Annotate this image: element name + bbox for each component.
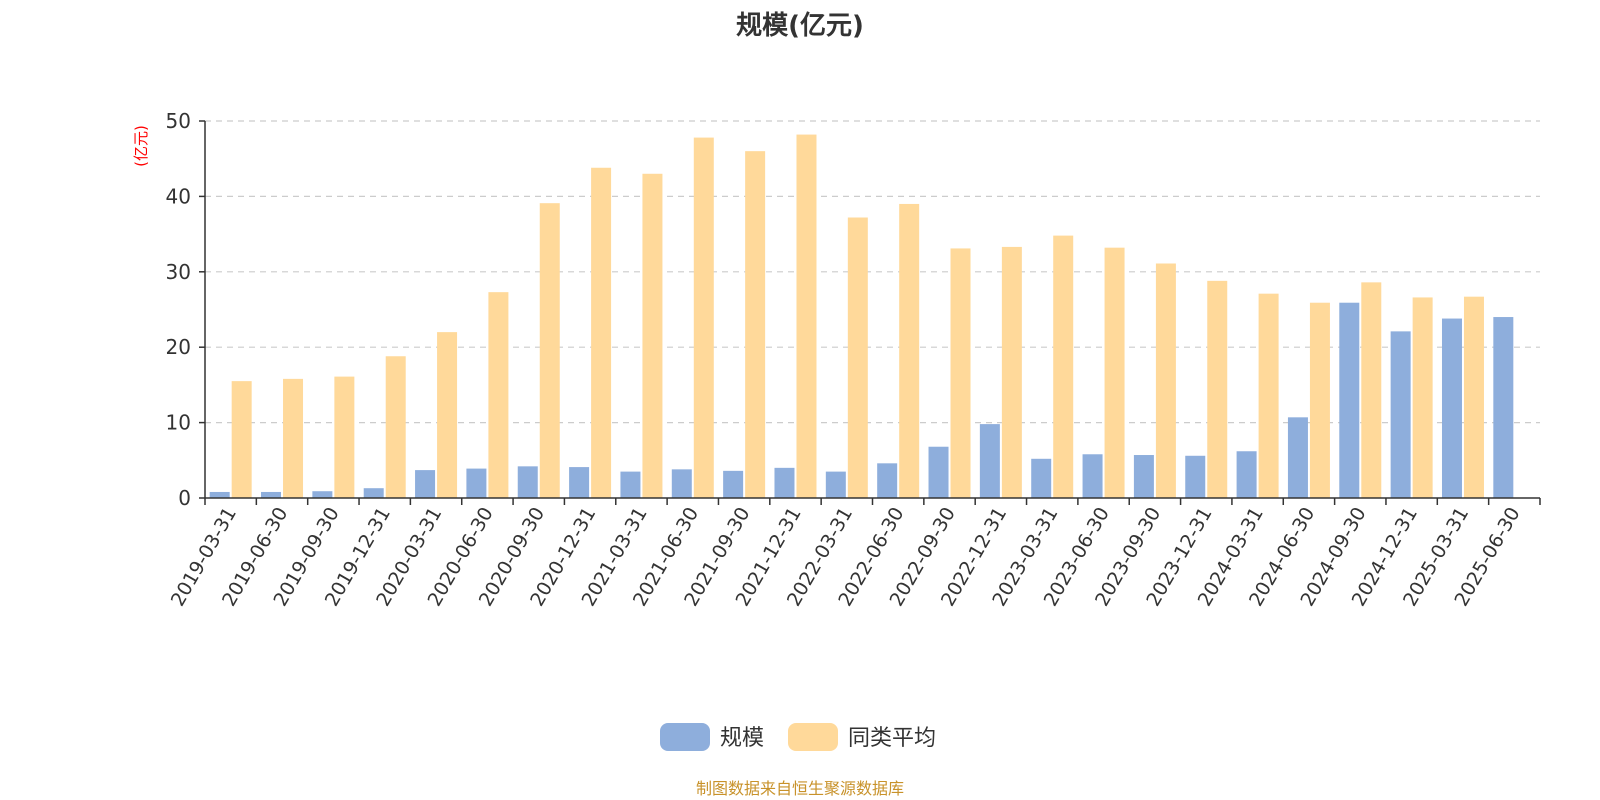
bar-tonglei-pingjun <box>1001 246 1022 498</box>
bar-tonglei-pingjun <box>488 292 509 498</box>
bar-guimo <box>825 471 846 498</box>
bar-guimo <box>569 467 590 498</box>
bar-tonglei-pingjun <box>385 356 406 498</box>
bar-guimo <box>1339 302 1360 498</box>
bar-guimo <box>517 466 538 498</box>
bar-guimo <box>1133 455 1154 498</box>
bar-tonglei-pingjun <box>283 378 304 498</box>
bar-tonglei-pingjun <box>796 134 817 498</box>
bar-tonglei-pingjun <box>539 203 560 498</box>
bar-tonglei-pingjun <box>642 173 663 498</box>
bar-tonglei-pingjun <box>1155 263 1176 498</box>
bar-guimo <box>1031 458 1052 498</box>
bar-guimo <box>1493 317 1514 498</box>
bar-guimo <box>1287 417 1308 498</box>
bar-guimo <box>415 470 436 498</box>
y-tick-label: 0 <box>178 486 191 510</box>
bar-tonglei-pingjun <box>847 217 868 498</box>
legend-swatch <box>660 723 710 751</box>
bar-tonglei-pingjun <box>1412 297 1433 498</box>
legend-label: 同类平均 <box>848 726 936 751</box>
y-tick-label: 30 <box>166 260 191 284</box>
bar-guimo <box>466 468 487 498</box>
bar-tonglei-pingjun <box>334 376 355 498</box>
bar-tonglei-pingjun <box>1104 247 1125 498</box>
bar-tonglei-pingjun <box>1309 302 1330 498</box>
y-tick-label: 40 <box>166 184 191 208</box>
bar-guimo <box>1082 454 1103 498</box>
bar-guimo <box>1185 455 1206 498</box>
bar-tonglei-pingjun <box>745 151 766 498</box>
bar-guimo <box>979 424 1000 498</box>
bar-guimo <box>671 469 692 498</box>
legend-item[interactable]: 规模 <box>660 723 764 751</box>
bar-guimo <box>209 491 230 498</box>
bar-tonglei-pingjun <box>1258 293 1279 498</box>
legend: 规模 同类平均 <box>660 723 936 751</box>
bar-guimo <box>620 471 641 498</box>
bar-guimo <box>1236 451 1257 498</box>
bar-tonglei-pingjun <box>437 332 458 498</box>
bar-guimo <box>774 467 795 498</box>
y-axis-unit-label: (亿元) <box>132 125 150 167</box>
bar-guimo <box>1390 331 1411 498</box>
bar-tonglei-pingjun <box>1361 282 1382 498</box>
y-tick-label: 10 <box>166 411 191 435</box>
bar-guimo <box>877 463 898 498</box>
bar-guimo <box>363 488 384 498</box>
legend-item[interactable]: 同类平均 <box>788 723 936 751</box>
legend-swatch <box>788 723 838 751</box>
bar-tonglei-pingjun <box>950 248 971 498</box>
y-tick-label: 20 <box>166 335 191 359</box>
bar-tonglei-pingjun <box>1207 280 1228 498</box>
chart-title: 规模(亿元) <box>736 11 864 41</box>
bar-guimo <box>1441 318 1462 498</box>
bar-tonglei-pingjun <box>899 203 920 498</box>
bar-tonglei-pingjun <box>693 137 714 498</box>
bar-guimo <box>723 470 744 498</box>
bar-tonglei-pingjun <box>1463 296 1484 498</box>
source-note: 制图数据来自恒生聚源数据库 <box>696 779 904 798</box>
bars <box>209 134 1514 499</box>
bar-tonglei-pingjun <box>1053 235 1074 498</box>
bar-tonglei-pingjun <box>591 167 612 499</box>
bar-tonglei-pingjun <box>231 381 252 498</box>
bar-guimo <box>261 491 282 498</box>
y-tick-label: 50 <box>166 109 191 133</box>
bar-guimo <box>928 446 949 498</box>
legend-label: 规模 <box>720 726 764 751</box>
bar-guimo <box>312 491 333 498</box>
